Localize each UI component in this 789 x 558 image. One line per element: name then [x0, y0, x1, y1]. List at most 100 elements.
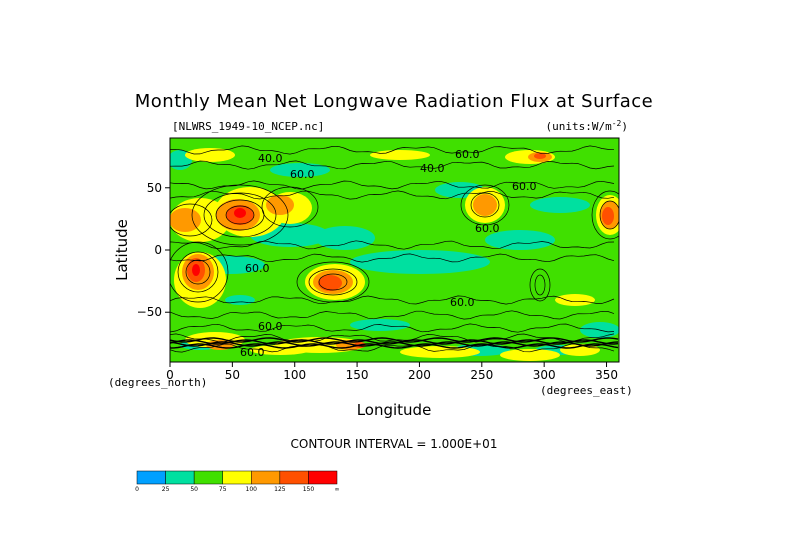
- chart-title: Monthly Mean Net Longwave Radiation Flux…: [135, 91, 653, 112]
- contour-line: [170, 295, 615, 305]
- contour-ring: [534, 274, 546, 296]
- units-label: (units:W/m-2): [546, 119, 629, 134]
- contour-label: 60.0: [512, 180, 537, 193]
- contour-line: [170, 310, 615, 320]
- colorbar-label: 50: [190, 486, 198, 493]
- heatmap-region: [185, 148, 235, 162]
- contour-ring: [591, 190, 619, 240]
- heatmap-region: [500, 349, 560, 361]
- colorbar-swatch: [279, 470, 309, 485]
- x-tick-label: 350: [595, 368, 618, 382]
- heatmap-region: [250, 345, 310, 355]
- contour-ring: [177, 251, 219, 293]
- colorbar: 0 25 50 75 100 125 150 ∞: [135, 470, 340, 493]
- contour-ring: [318, 273, 348, 291]
- contour-lines: [170, 145, 619, 353]
- contour-ring: [599, 200, 619, 230]
- y-tick-label: 50: [147, 181, 162, 195]
- x-tick-label: 150: [346, 368, 369, 382]
- y-axis-label: Latitude: [113, 219, 131, 281]
- colorbar-swatch: [193, 470, 223, 485]
- heatmap-region: [315, 226, 375, 250]
- contour-line: [170, 253, 615, 263]
- contour-label: 40.0: [258, 152, 283, 165]
- colorbar-swatch: [136, 470, 166, 485]
- contour-line: [170, 240, 615, 250]
- heatmap-region: [602, 207, 614, 225]
- contour-ring: [460, 184, 510, 226]
- contour-line: [170, 145, 615, 155]
- heatmap-region: [485, 230, 555, 250]
- colorbar-swatch: [165, 470, 195, 485]
- contour-line: [170, 333, 615, 343]
- contour-label: 60.0: [258, 320, 283, 333]
- contour-label: 40.0: [420, 162, 445, 175]
- x-tick-label: 50: [225, 368, 240, 382]
- contour-line: [170, 323, 615, 333]
- file-label: [NLWRS_1949-10_NCEP.nc]: [172, 120, 324, 133]
- contour-label: 60.0: [455, 148, 480, 161]
- heatmap-field: 40.0 60.0 40.0 60.0 60.0 60.0 60.0 60.0 60.0 60.0: [170, 138, 619, 362]
- x-tick-label: 250: [470, 368, 493, 382]
- y-tick-label: −50: [137, 305, 162, 319]
- x-tick-label: 0: [166, 368, 174, 382]
- contour-line: [170, 341, 619, 347]
- contour-line: [170, 343, 619, 349]
- y-unit-label: (degrees_north): [108, 376, 207, 389]
- heatmap-region: [560, 344, 600, 356]
- heatmap-region: [270, 163, 330, 177]
- heatmap-region: [266, 195, 294, 215]
- contour-ring: [170, 203, 213, 237]
- contour-ring: [225, 205, 255, 225]
- contour-line: [170, 190, 615, 200]
- heatmap-region: [170, 208, 201, 232]
- contour-ring: [185, 259, 211, 285]
- heatmap-region: [192, 264, 200, 276]
- heatmap-region: [400, 346, 480, 358]
- contour-line: [170, 160, 615, 170]
- colorbar-label: 25: [162, 486, 170, 493]
- colorbar-label: 100: [246, 486, 258, 493]
- colorbar-swatch: [308, 470, 338, 485]
- contour-ring: [470, 192, 500, 218]
- plot-area: 40.0 60.0 40.0 60.0 60.0 60.0 60.0 60.0 60.0 60.0: [169, 137, 620, 363]
- heatmap-region: [534, 153, 546, 159]
- contour-ring: [170, 241, 229, 303]
- heatmap-region: [473, 194, 497, 216]
- x-tick-label: 300: [533, 368, 556, 382]
- x-ticks: 0 50 100 150 200 250 300 350: [166, 362, 618, 382]
- contour-line: [170, 180, 615, 190]
- y-tick-label: 0: [154, 243, 162, 257]
- colorbar-label: 0: [135, 486, 139, 493]
- colorbar-swatch: [222, 470, 252, 485]
- contour-interval: CONTOUR INTERVAL = 1.000E+01: [291, 437, 498, 451]
- contour-label: 60.0: [450, 296, 475, 309]
- colorbar-label: 125: [274, 486, 286, 493]
- heatmap-region: [318, 275, 342, 291]
- contour-line: [170, 337, 619, 343]
- contour-label: 60.0: [475, 222, 500, 235]
- heatmap-region: [370, 150, 430, 160]
- x-unit-label: (degrees_east): [540, 384, 633, 397]
- x-axis-label: Longitude: [357, 401, 432, 419]
- heatmap-region: [530, 197, 590, 213]
- heatmap-region: [350, 319, 410, 331]
- x-tick-label: 200: [408, 368, 431, 382]
- heatmap-region: [350, 250, 490, 274]
- colorbar-label: 150: [303, 486, 315, 493]
- heatmap-region: [225, 295, 255, 305]
- colorbar-label: 75: [219, 486, 227, 493]
- contour-line: [170, 339, 619, 345]
- colorbar-swatch: [251, 470, 281, 485]
- contour-ring: [191, 184, 289, 246]
- colorbar-label: ∞: [335, 486, 340, 493]
- heatmap-region: [555, 294, 595, 306]
- contour-ring: [529, 268, 551, 302]
- heatmap-region: [234, 208, 246, 218]
- x-tick-label: 100: [283, 368, 306, 382]
- contour-ring: [308, 268, 358, 296]
- contour-ring: [203, 192, 277, 238]
- contour-label: 60.0: [240, 346, 265, 359]
- contour-label: 60.0: [245, 262, 270, 275]
